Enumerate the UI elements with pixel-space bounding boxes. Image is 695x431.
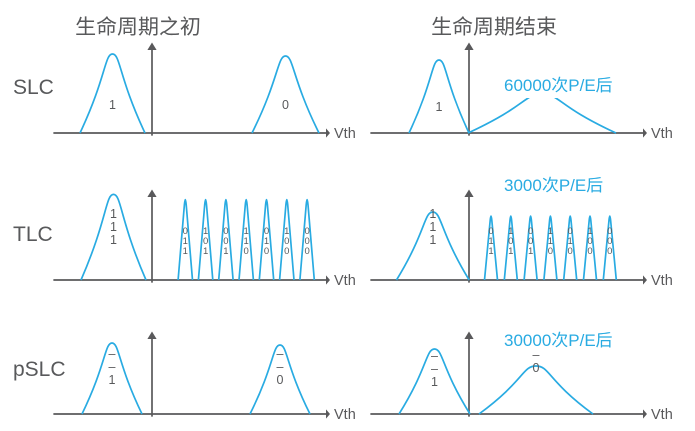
svg-text:1: 1 xyxy=(183,246,188,257)
svg-text:0: 0 xyxy=(277,373,284,387)
svg-text:0: 0 xyxy=(264,246,269,257)
svg-text:1: 1 xyxy=(436,100,443,114)
svg-text:1: 1 xyxy=(203,246,208,257)
svg-text:0: 0 xyxy=(568,246,573,257)
svg-text:–: – xyxy=(277,347,284,361)
svg-text:1: 1 xyxy=(528,246,533,257)
svg-text:0: 0 xyxy=(244,246,249,257)
svg-text:–: – xyxy=(109,360,116,374)
svg-text:–: – xyxy=(109,347,116,361)
svg-text:Vth: Vth xyxy=(651,126,673,142)
svg-text:1: 1 xyxy=(110,220,117,234)
svg-text:1: 1 xyxy=(429,207,436,221)
svg-text:1: 1 xyxy=(429,220,436,234)
svg-text:0: 0 xyxy=(304,246,309,257)
svg-text:0: 0 xyxy=(548,246,553,257)
svg-text:1: 1 xyxy=(431,375,438,389)
svg-text:–: – xyxy=(431,349,438,363)
svg-text:0: 0 xyxy=(607,246,612,257)
svg-text:1: 1 xyxy=(508,246,513,257)
svg-text:0: 0 xyxy=(282,98,289,112)
svg-text:0: 0 xyxy=(587,246,592,257)
svg-text:1: 1 xyxy=(110,207,117,221)
svg-text:1: 1 xyxy=(223,246,228,257)
svg-text:1: 1 xyxy=(488,246,493,257)
svg-text:1: 1 xyxy=(109,373,116,387)
svg-text:–: – xyxy=(431,362,438,376)
svg-text:Vth: Vth xyxy=(651,407,673,423)
svg-text:–: – xyxy=(277,360,284,374)
svg-text:1: 1 xyxy=(109,98,116,112)
svg-text:1: 1 xyxy=(429,233,436,247)
svg-text:0: 0 xyxy=(533,361,540,375)
svg-text:1: 1 xyxy=(110,233,117,247)
svg-text:0: 0 xyxy=(284,246,289,257)
